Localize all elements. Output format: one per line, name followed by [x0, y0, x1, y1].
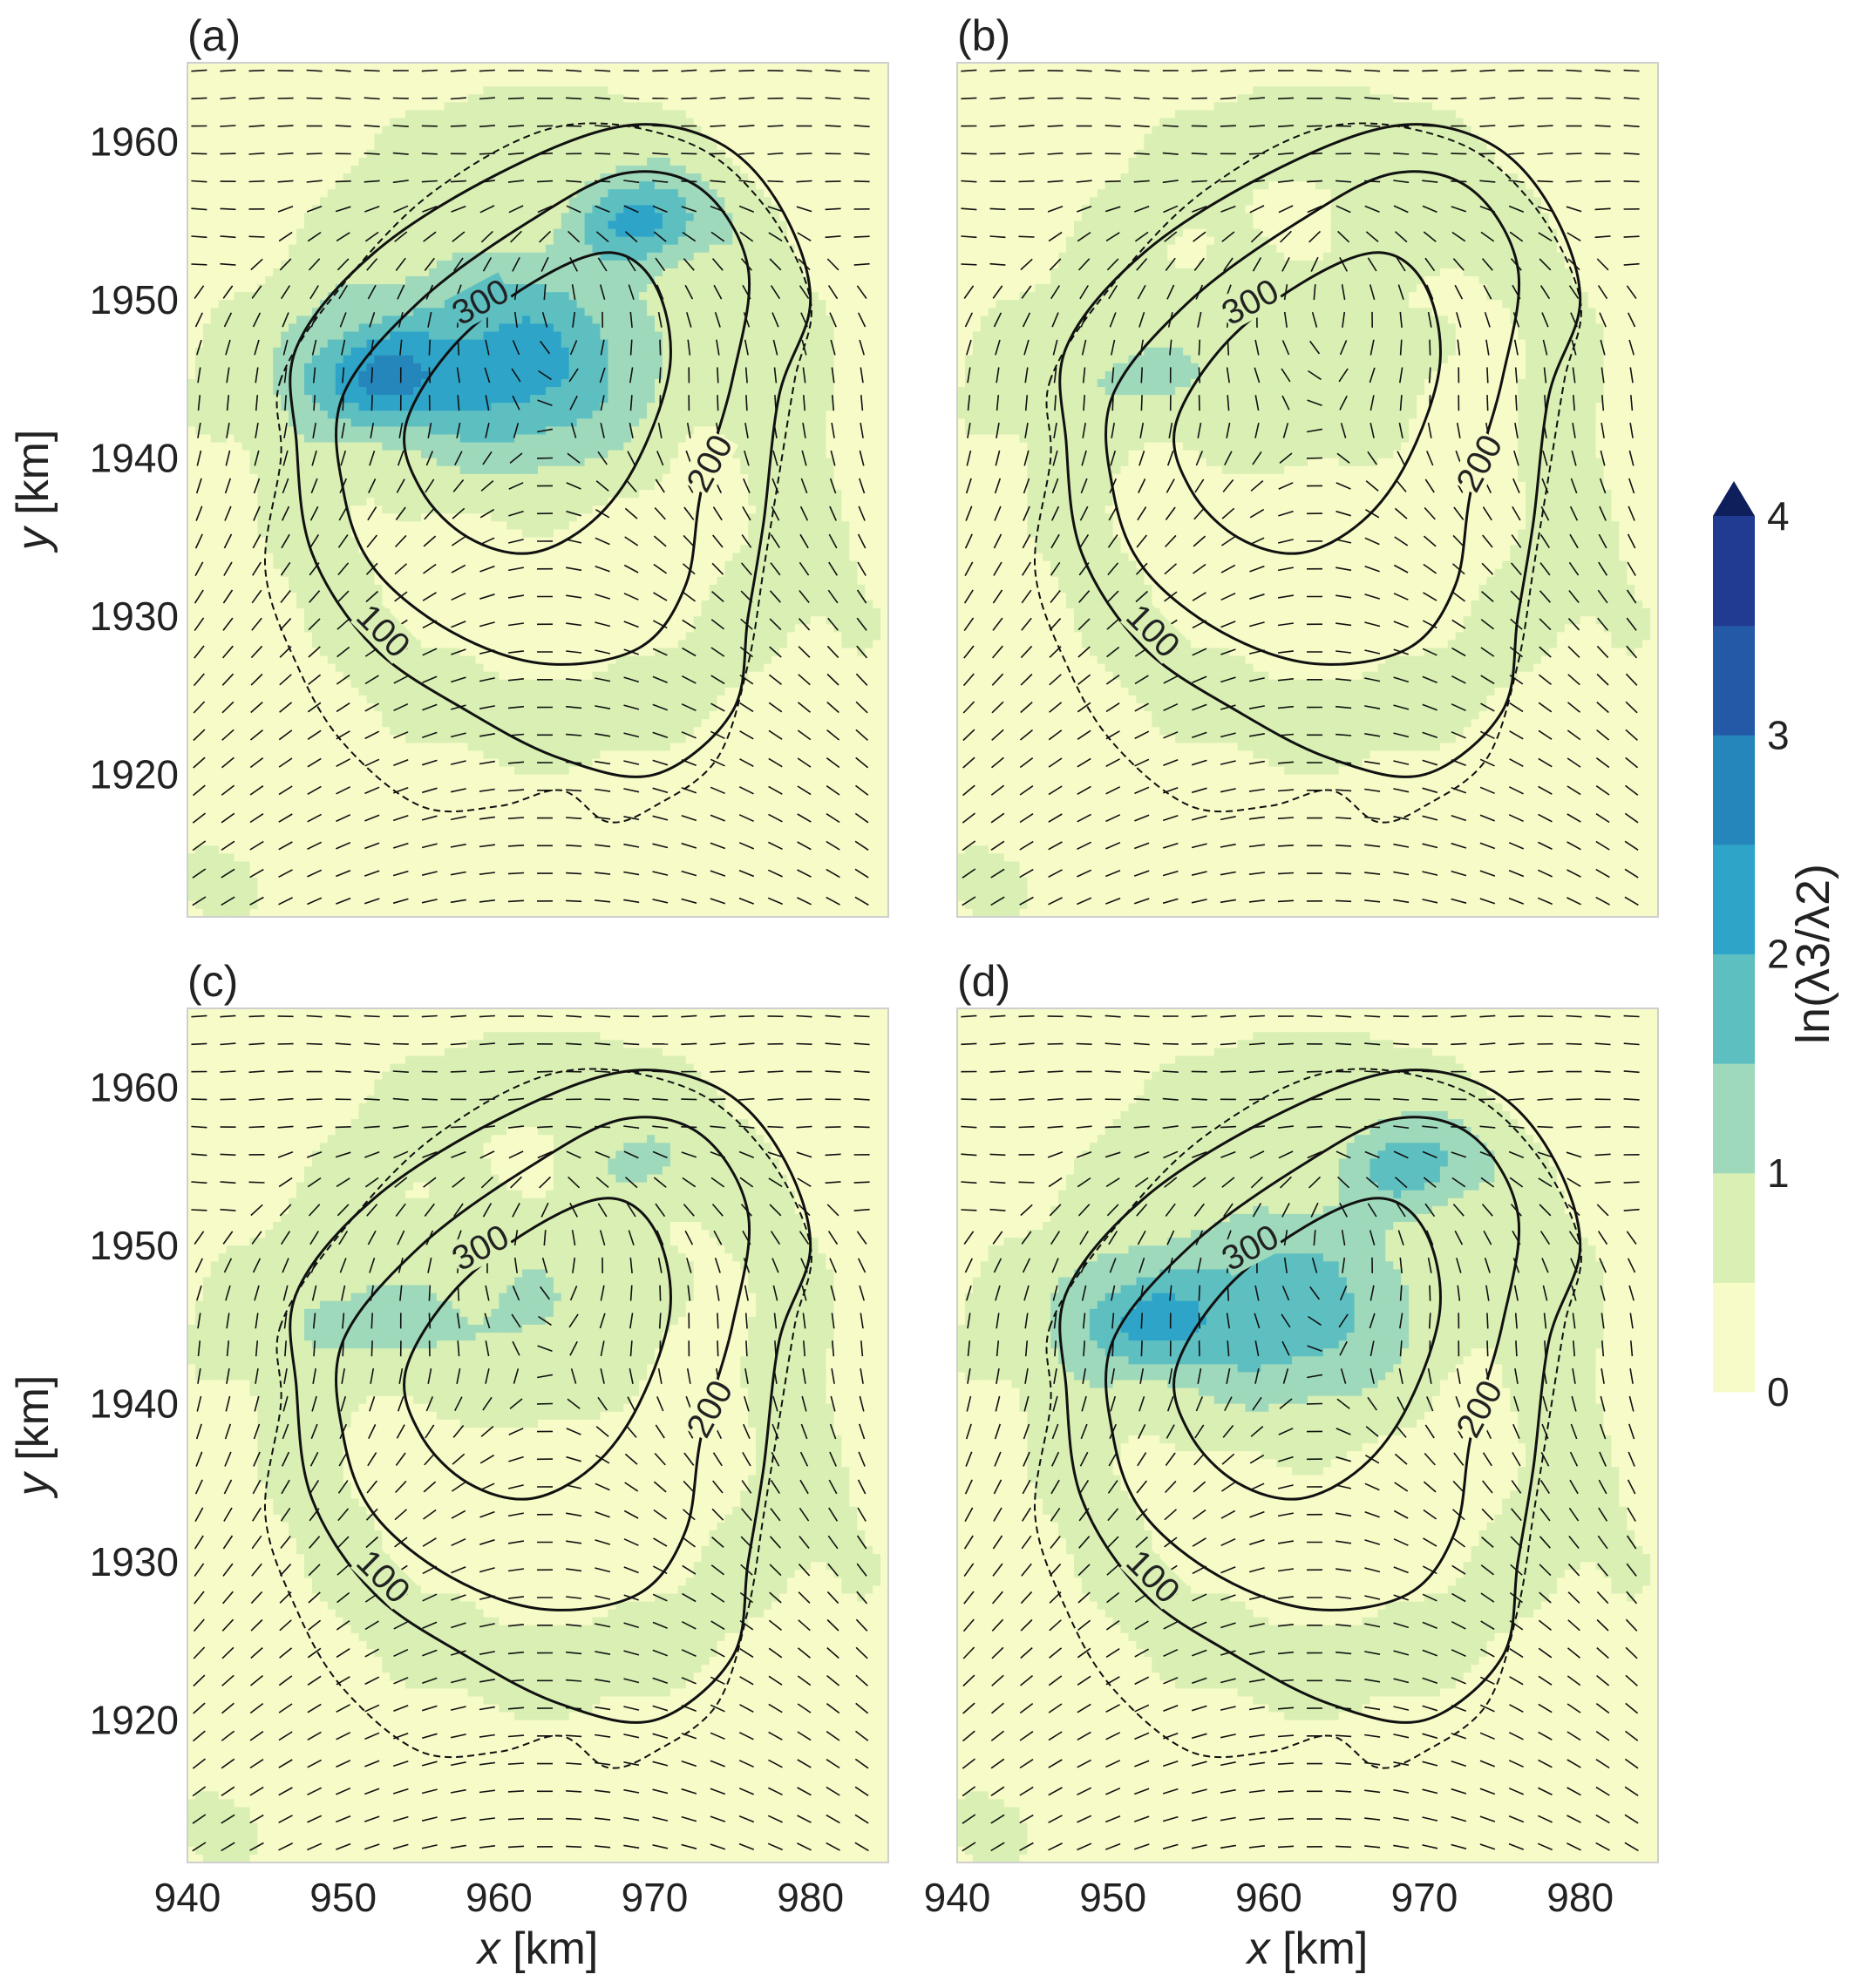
contour-100	[289, 1069, 812, 1724]
y-tick-label: 1960	[90, 119, 179, 165]
y-tick-label: 1920	[90, 1698, 179, 1743]
x-tick-label: 950	[309, 1875, 377, 1920]
plot-frame	[956, 1008, 1659, 1863]
x-tick-label: 940	[924, 1875, 991, 1920]
contour-100	[1058, 1069, 1582, 1724]
direction-ticks	[961, 1014, 1640, 1852]
x-tick-label: 980	[1546, 1875, 1614, 1920]
colorbar-tick-label: 1	[1767, 1150, 1790, 1196]
y-tick-label: 1940	[90, 436, 179, 481]
x-tick-label: 970	[622, 1875, 689, 1920]
x-tick-label: 970	[1391, 1875, 1458, 1920]
y-tick-label: 1950	[90, 277, 179, 322]
plot-frame	[187, 1008, 889, 1863]
x-tick-label: 950	[1079, 1875, 1146, 1920]
colorbar-tick-label: 3	[1767, 712, 1790, 757]
colorbar-band	[1713, 953, 1755, 1064]
plot-frame	[187, 62, 889, 918]
y-tick-label: 1960	[90, 1065, 179, 1110]
y-tick-label: 1940	[90, 1381, 179, 1427]
filled-field	[187, 1008, 888, 1862]
y-tick-label: 1920	[90, 752, 179, 797]
x-tick-label: 940	[154, 1875, 221, 1920]
y-tick-label: 1950	[90, 1223, 179, 1268]
x-tick-label: 980	[777, 1875, 844, 1920]
panel-label: (b)	[957, 11, 1010, 60]
colorbar-band	[1713, 1063, 1755, 1174]
y-tick-label: 1930	[90, 594, 179, 639]
colorbar-band	[1713, 1172, 1755, 1283]
y-tick-label: 1930	[90, 1539, 179, 1584]
colorbar-label: ln(λ3/λ2)	[1787, 864, 1839, 1044]
x-tick-label: 960	[1235, 1875, 1302, 1920]
panel-label: (c)	[187, 957, 238, 1006]
colorbar-band	[1713, 1282, 1755, 1393]
colorbar-band	[1713, 844, 1755, 954]
colorbar-tick-label: 4	[1767, 493, 1790, 539]
x-axis-label: x [km]	[475, 1924, 599, 1974]
dashed-contour	[263, 1068, 812, 1769]
direction-ticks	[961, 69, 1640, 906]
filled-field	[957, 63, 1658, 917]
colorbar-tick-label: 0	[1767, 1369, 1790, 1415]
filled-field	[187, 63, 888, 917]
colorbar-band	[1713, 625, 1755, 736]
x-axis-label: x [km]	[1245, 1924, 1369, 1974]
panel-label: (a)	[187, 11, 241, 60]
colorbar-band	[1713, 735, 1755, 845]
contour-100	[1058, 123, 1582, 778]
dashed-contour	[1033, 122, 1582, 824]
dashed-contour	[263, 122, 812, 824]
colorbar-extend-arrow	[1713, 481, 1755, 516]
y-axis-label: y [km]	[8, 1375, 58, 1499]
colorbar: 0 1 2 3 4 ln(λ3/λ2)	[1713, 481, 1839, 1415]
colorbar-tick-label: 2	[1767, 932, 1790, 977]
colorbar-band	[1713, 516, 1755, 627]
panel-label: (d)	[957, 957, 1010, 1006]
direction-ticks	[191, 69, 870, 906]
plot-frame	[956, 62, 1659, 918]
filled-field	[957, 1008, 1658, 1862]
contour-100	[289, 123, 812, 778]
dashed-contour	[1033, 1068, 1582, 1769]
x-tick-label: 960	[466, 1875, 533, 1920]
y-axis-label: y [km]	[8, 430, 58, 553]
